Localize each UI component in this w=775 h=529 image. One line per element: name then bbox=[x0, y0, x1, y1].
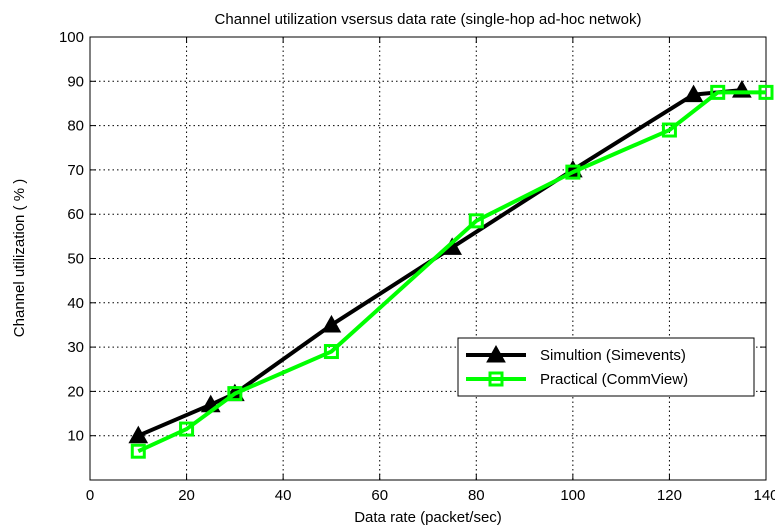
data-point-square bbox=[227, 386, 243, 402]
y-tick-label: 10 bbox=[67, 428, 84, 445]
data-series bbox=[128, 80, 774, 459]
data-point-triangle bbox=[321, 314, 342, 333]
data-point-square bbox=[179, 421, 195, 437]
y-tick-label: 70 bbox=[67, 162, 84, 179]
data-point-square bbox=[661, 122, 677, 138]
axis-ticks: 0 20 40 60 80 100 120 140 10 20 30 40 50 60 70 80 90 100 bbox=[59, 29, 775, 504]
chart-title: Channel utilization vsersus data rate (s… bbox=[215, 11, 642, 28]
x-tick-label: 80 bbox=[468, 487, 485, 504]
x-tick-label: 40 bbox=[275, 487, 292, 504]
y-axis-title: Channel utilization ( % ) bbox=[11, 179, 28, 337]
x-tick-label: 140 bbox=[753, 487, 775, 504]
x-tick-label: 60 bbox=[371, 487, 388, 504]
data-point-square bbox=[710, 84, 726, 100]
y-tick-label: 20 bbox=[67, 383, 84, 400]
y-tick-label: 100 bbox=[59, 29, 84, 46]
data-point-square bbox=[130, 443, 146, 459]
x-tick-label: 120 bbox=[657, 487, 682, 504]
legend-marker bbox=[486, 344, 506, 363]
y-tick-label: 40 bbox=[67, 295, 84, 312]
data-point-square bbox=[565, 164, 581, 180]
legend-label: Simultion (Simevents) bbox=[540, 347, 686, 364]
x-tick-label: 100 bbox=[560, 487, 585, 504]
data-point-square bbox=[323, 344, 339, 360]
legend-box bbox=[457, 337, 755, 397]
data-point-triangle bbox=[683, 84, 704, 103]
y-tick-label: 80 bbox=[67, 118, 84, 135]
x-axis-title: Data rate (packet/sec) bbox=[354, 509, 502, 526]
y-tick-label: 50 bbox=[67, 251, 84, 268]
y-tick-label: 60 bbox=[67, 206, 84, 223]
legend-label: Practical (CommView) bbox=[540, 371, 688, 388]
x-tick-label: 0 bbox=[86, 487, 94, 504]
data-point-triangle bbox=[128, 425, 149, 444]
data-point-square bbox=[758, 84, 774, 100]
x-tick-label: 20 bbox=[178, 487, 195, 504]
y-tick-label: 30 bbox=[67, 339, 84, 356]
legend: Simultion (Simevents) Practical (CommView… bbox=[457, 337, 755, 397]
data-point-square bbox=[468, 213, 484, 229]
y-tick-label: 90 bbox=[67, 73, 84, 90]
series-line bbox=[137, 90, 766, 454]
series-2 bbox=[130, 84, 774, 459]
legend-marker bbox=[488, 371, 504, 387]
